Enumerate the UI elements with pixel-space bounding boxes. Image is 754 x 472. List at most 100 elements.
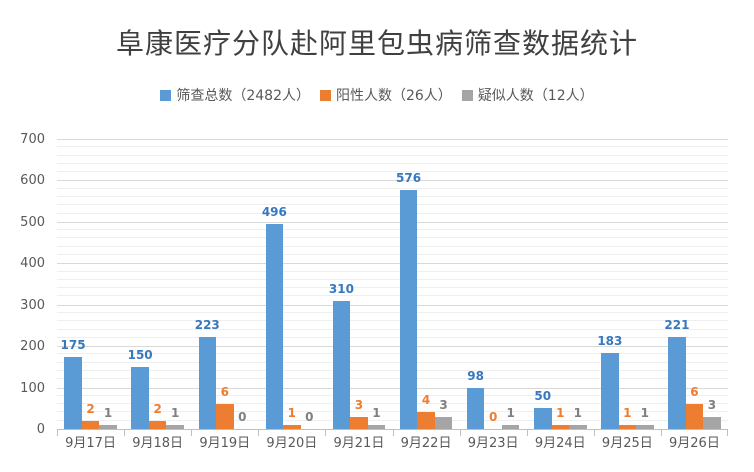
- gridline-minor: [57, 254, 728, 255]
- bar-positive: [685, 404, 704, 429]
- axis-tick: [593, 430, 595, 436]
- data-label-positive: 2: [153, 401, 162, 416]
- legend-label-screened_total: 筛查总数（2482人）: [176, 88, 310, 104]
- x-tick-label: 9月25日: [601, 436, 653, 451]
- data-label-positive: 6: [690, 385, 699, 400]
- legend-item-positive: 阳性人数（26人）: [319, 85, 452, 105]
- gridline-major: [57, 139, 728, 140]
- axis-tick: [124, 430, 126, 436]
- bar-suspected: [569, 424, 587, 429]
- axis-tick: [258, 430, 260, 436]
- bar-screened_total: [332, 300, 351, 429]
- data-label-suspected: 1: [170, 405, 180, 420]
- x-tick-label: 9月19日: [199, 436, 251, 451]
- data-label-screened_total: 576: [396, 171, 422, 186]
- bar-screened_total: [534, 408, 552, 429]
- legend-label-suspected: 疑似人数（12人）: [477, 88, 594, 104]
- gridline-minor: [57, 312, 728, 313]
- x-tick-label: 9月20日: [266, 436, 318, 451]
- data-label-positive: 0: [488, 410, 498, 424]
- bar-positive: [283, 424, 301, 429]
- bar-screened_total: [399, 190, 418, 429]
- gridline-minor: [57, 361, 728, 363]
- data-label-screened_total: 310: [328, 281, 354, 296]
- gridline-major: [57, 304, 728, 306]
- gridline-minor: [57, 187, 728, 189]
- bar-suspected: [636, 424, 654, 429]
- y-tick-label: 400: [20, 256, 45, 272]
- axis-tick: [392, 430, 394, 436]
- y-tick-label: 300: [20, 297, 45, 313]
- bar-positive: [350, 416, 368, 429]
- gridline-minor: [57, 370, 728, 371]
- x-tick-label: 9月21日: [333, 436, 385, 451]
- x-tick-label: 9月18日: [132, 436, 184, 451]
- gridline-minor: [57, 204, 728, 206]
- y-axis: 0 100 200 300 400 500 600 700: [0, 132, 45, 437]
- gridline-minor: [57, 328, 728, 330]
- data-label-screened_total: 50: [534, 389, 552, 404]
- bar-suspected: [367, 424, 386, 429]
- axis-tick: [727, 430, 728, 436]
- plot-area: 9月17日 175 2 1 9月18日 150 2 1 9月19日 223 6 0 9月20日 496 1 0…: [57, 139, 728, 451]
- gridline-minor: [57, 320, 728, 322]
- data-label-screened_total: 183: [597, 334, 623, 349]
- gridline-minor: [57, 278, 728, 280]
- bar-suspected: [166, 424, 184, 429]
- axis-tick: [526, 430, 528, 436]
- gridline-major: [57, 180, 728, 182]
- data-label-positive: 2: [86, 401, 95, 416]
- data-label-suspected: 1: [103, 405, 113, 420]
- bar-positive: [618, 424, 637, 429]
- gridline-minor: [57, 154, 728, 156]
- axis-tick: [57, 430, 58, 436]
- gridline-minor: [57, 394, 728, 396]
- gridline-major: [57, 263, 728, 265]
- axis-tick: [191, 430, 193, 436]
- data-label-screened_total: 223: [194, 317, 220, 332]
- data-label-positive: 6: [220, 385, 229, 400]
- gridline-major: [57, 221, 728, 223]
- bar-positive: [417, 412, 435, 429]
- gridline-minor: [57, 237, 728, 239]
- bar-screened_total: [668, 337, 686, 429]
- gridline-minor: [57, 353, 728, 355]
- data-label-positive: 1: [556, 405, 565, 420]
- y-tick-label: 700: [20, 132, 45, 147]
- legend-item-screened_total: 筛查总数（2482人）: [160, 85, 310, 105]
- legend-swatch-positive: [319, 89, 331, 101]
- gridline-minor: [57, 171, 728, 173]
- gridline-minor: [57, 162, 728, 164]
- bar-suspected: [434, 416, 453, 429]
- chart-title: 阜康医疗分队赴阿里包虫病筛查数据统计: [115, 27, 638, 60]
- x-tick-label: 9月23日: [467, 436, 519, 451]
- data-label-suspected: 1: [506, 405, 515, 420]
- legend: 筛查总数（2482人） 阳性人数（26人） 疑似人数（12人）: [0, 85, 754, 105]
- gridline-minor: [57, 378, 728, 380]
- gridline-minor: [57, 403, 728, 405]
- gridline-minor: [57, 196, 728, 197]
- bar-screened_total: [466, 388, 485, 429]
- data-label-positive: 1: [287, 405, 297, 420]
- bar-screened_total: [131, 366, 149, 429]
- gridline-minor: [57, 212, 728, 214]
- x-tick-label: 9月17日: [65, 436, 116, 451]
- data-label-suspected: 3: [707, 397, 717, 412]
- data-label-suspected: 1: [372, 405, 381, 420]
- y-tick-label: 0: [36, 422, 45, 437]
- axis-tick: [325, 430, 327, 436]
- bar-screened_total: [198, 336, 216, 429]
- data-label-screened_total: 150: [127, 347, 153, 362]
- gridline-minor: [57, 245, 728, 247]
- legend-swatch-suspected: [461, 89, 473, 101]
- gridline-minor: [57, 336, 728, 338]
- x-tick-label: 9月22日: [400, 436, 452, 451]
- x-tick-label: 9月26日: [669, 436, 720, 451]
- y-tick-label: 600: [20, 173, 45, 189]
- bar-positive: [216, 404, 234, 429]
- bar-suspected: [501, 424, 520, 429]
- gridline-major: [57, 387, 728, 389]
- data-label-suspected: 3: [439, 397, 448, 412]
- data-label-suspected: 1: [573, 405, 582, 420]
